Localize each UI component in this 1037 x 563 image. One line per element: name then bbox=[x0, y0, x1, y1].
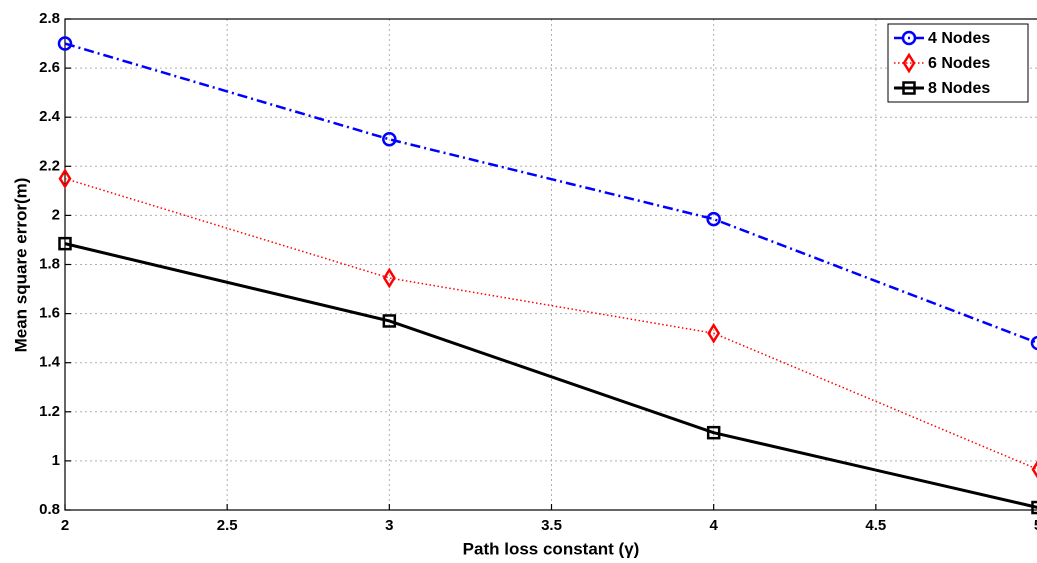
marker bbox=[706, 211, 721, 227]
marker bbox=[382, 132, 397, 147]
y-tick-label: 2.2 bbox=[39, 157, 60, 174]
marker bbox=[1031, 500, 1037, 515]
y-axis-label: Mean square error(m) bbox=[11, 178, 30, 353]
marker bbox=[382, 267, 396, 289]
y-tick-label: 2.6 bbox=[39, 59, 60, 76]
y-tick-label: 2.8 bbox=[39, 10, 60, 27]
legend-marker bbox=[902, 52, 916, 74]
series-line bbox=[64, 242, 1037, 509]
marker bbox=[382, 314, 397, 328]
x-axis-label: Path loss constant (γ) bbox=[463, 539, 640, 558]
legend-label: 8 Nodes bbox=[928, 80, 990, 97]
y-tick-label: 1.6 bbox=[39, 305, 60, 322]
marker bbox=[1030, 335, 1037, 351]
legend-symbol bbox=[902, 52, 916, 74]
marker bbox=[1031, 460, 1037, 479]
x-tick-label: 3.5 bbox=[541, 517, 562, 534]
marker bbox=[57, 36, 73, 51]
y-tick-label: 2.4 bbox=[39, 108, 61, 125]
legend-symbol bbox=[902, 81, 916, 95]
marker bbox=[707, 322, 721, 344]
y-tick-label: 1.8 bbox=[39, 255, 60, 272]
marker bbox=[706, 425, 721, 440]
x-tick-label: 2.5 bbox=[217, 517, 238, 534]
x-tick-label: 2 bbox=[61, 517, 69, 534]
plot-frame bbox=[64, 18, 1037, 511]
marker bbox=[58, 168, 72, 189]
series-line bbox=[64, 42, 1037, 345]
legend-marker bbox=[901, 30, 917, 46]
x-tick-label: 4.5 bbox=[865, 517, 886, 534]
legend-marker bbox=[902, 81, 916, 95]
y-tick-label: 1.2 bbox=[39, 403, 60, 420]
y-tick-label: 2 bbox=[52, 206, 60, 223]
legend-label: 4 Nodes bbox=[928, 30, 990, 47]
legend-label: 6 Nodes bbox=[928, 55, 990, 72]
marker bbox=[58, 236, 72, 251]
y-tick-label: 1 bbox=[52, 452, 60, 469]
legend-symbol bbox=[901, 30, 917, 46]
x-tick-label: 3 bbox=[385, 517, 393, 534]
y-tick-label: 0.8 bbox=[39, 501, 60, 518]
x-tick-label: 5 bbox=[1034, 517, 1037, 534]
series-line bbox=[64, 177, 1037, 470]
y-tick-label: 1.4 bbox=[39, 354, 61, 371]
x-tick-label: 4 bbox=[709, 517, 718, 534]
